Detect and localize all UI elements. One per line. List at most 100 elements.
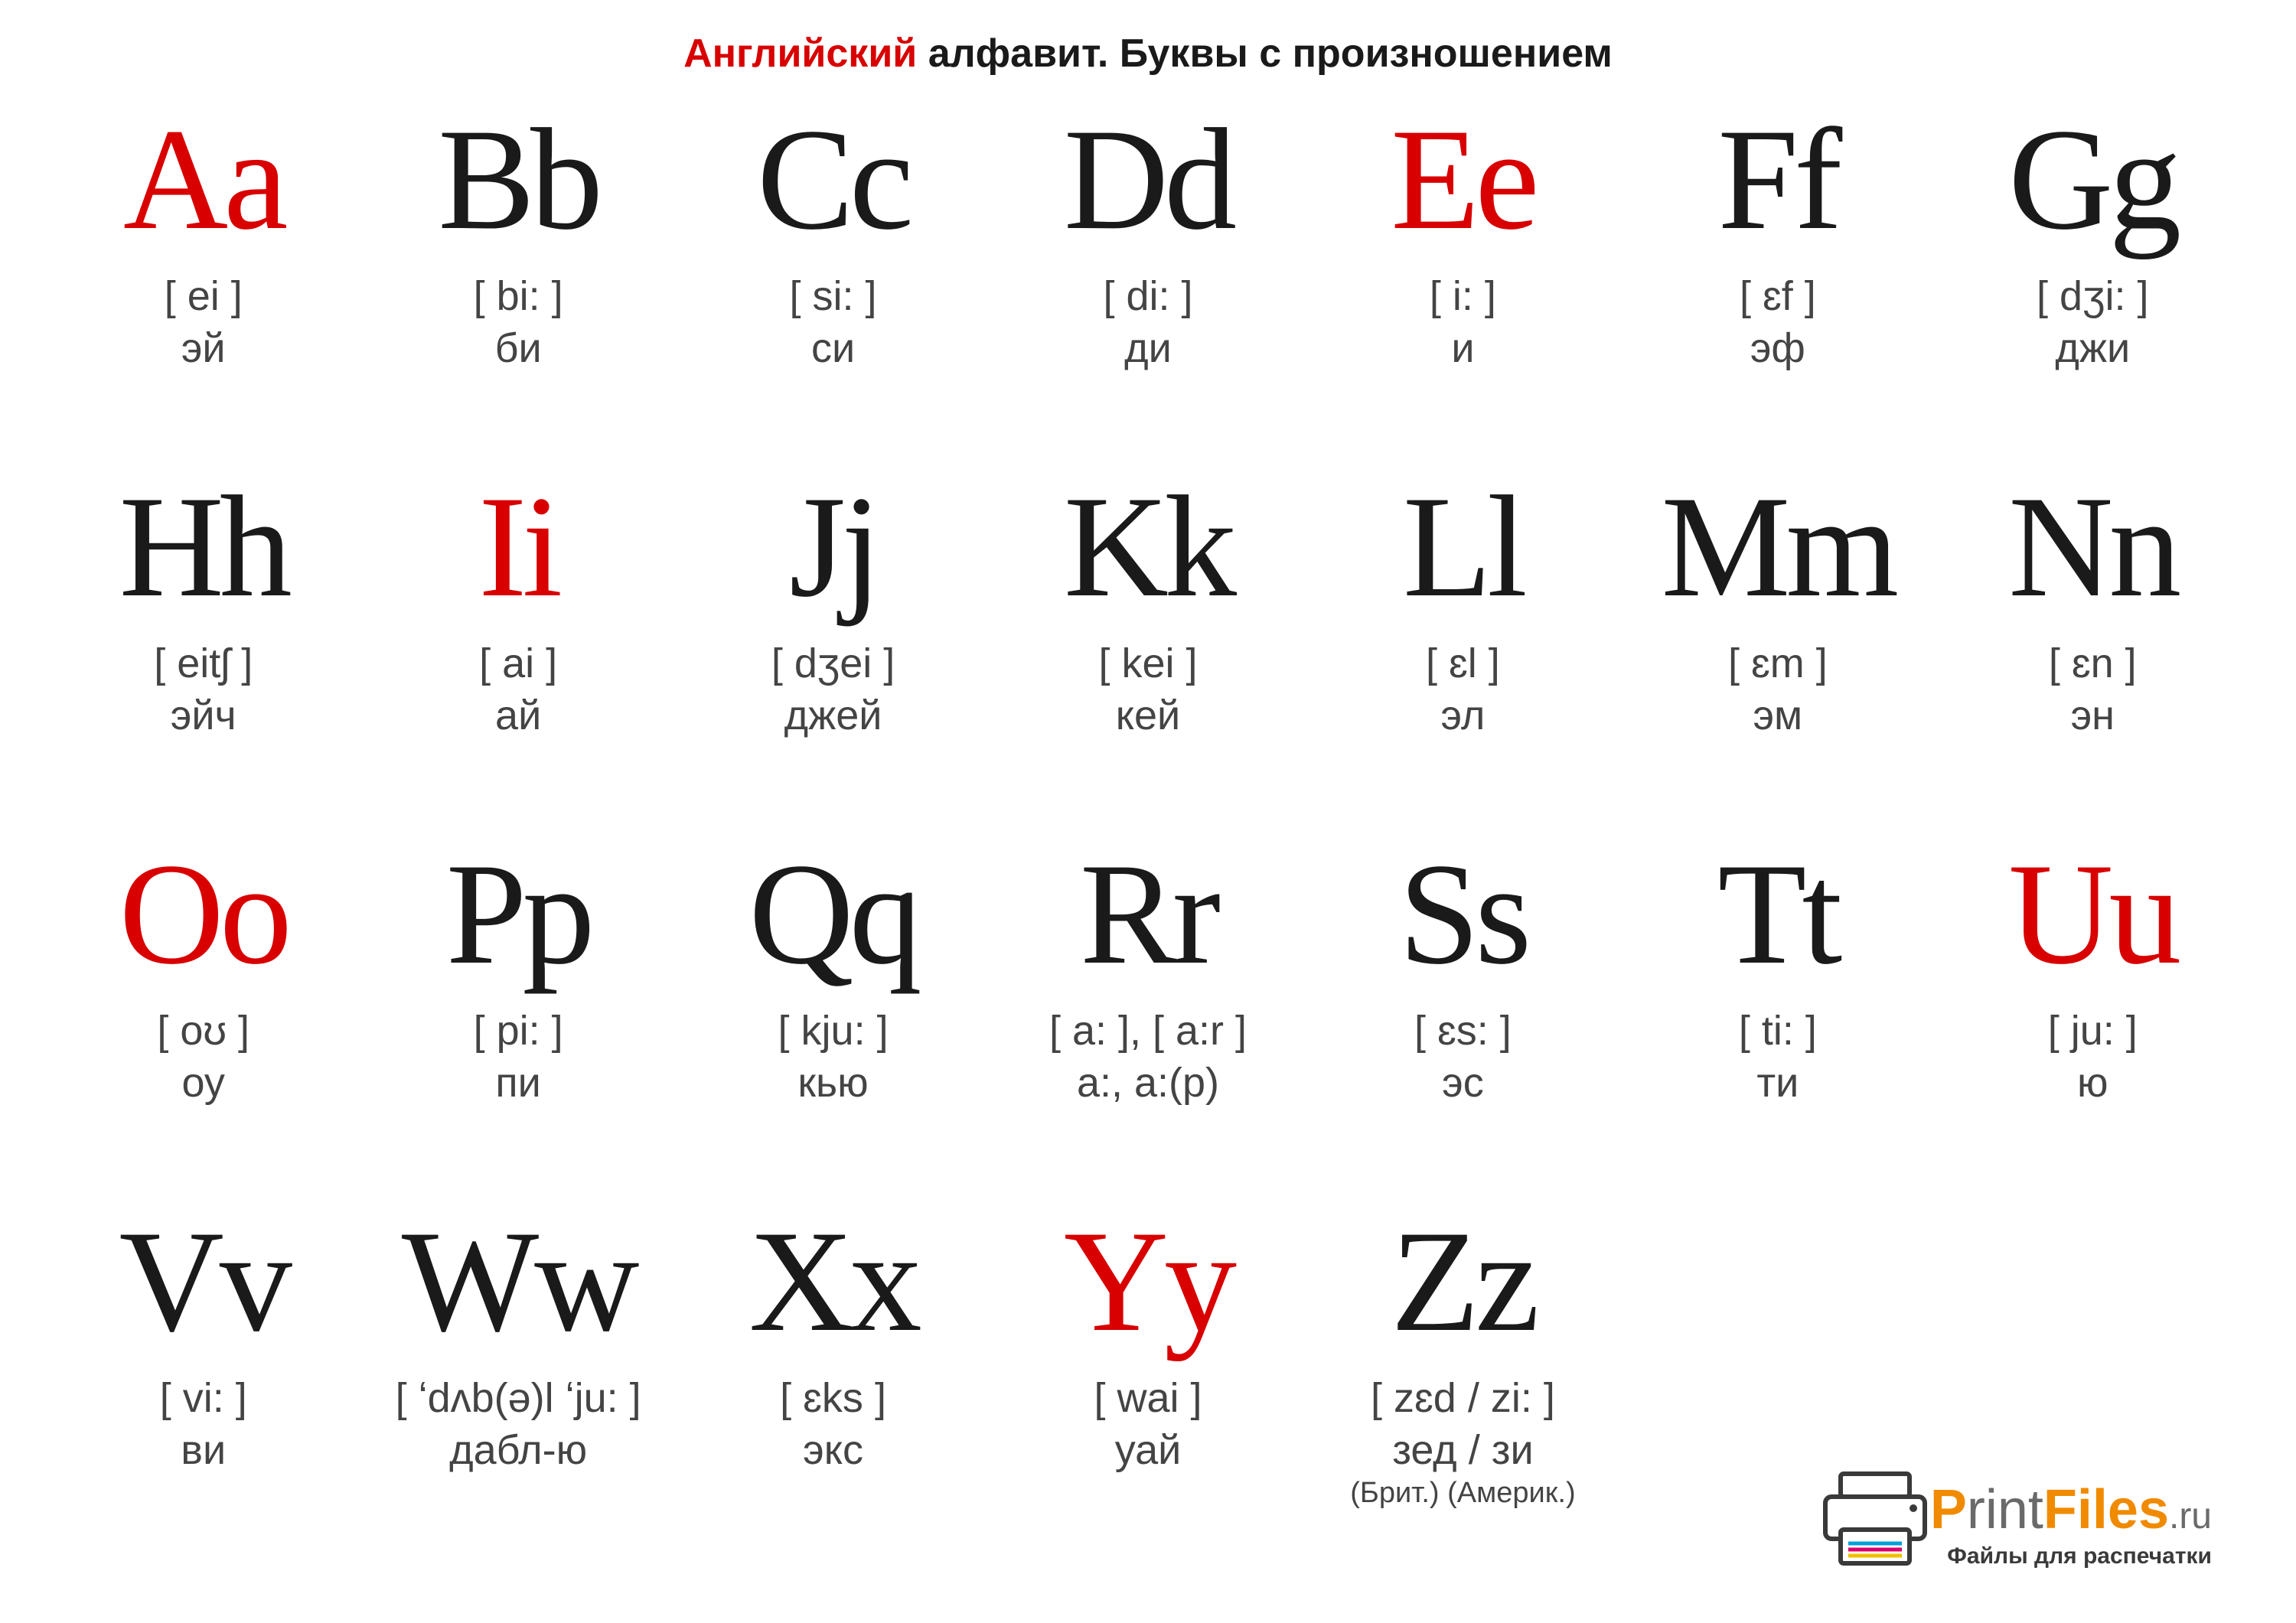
logo-p: P [1930,1479,1967,1540]
ipa-k: [ kei ] [1098,640,1197,687]
rus-s: эс [1442,1059,1484,1106]
rus-h: эйч [171,692,236,739]
title-accent: Английский [683,31,917,76]
letter-cell-h: Hh[ eitʃ ]эйч [46,451,360,819]
ipa-r: [ a: ], [ a:r ] [1049,1007,1247,1054]
letter-cell-p: Pp [ pi: ] пи [360,819,675,1186]
letter-cell-g: Gg [ dʒi: ]джи [1936,84,2250,451]
rus-l: эл [1440,692,1485,739]
ipa-l: [ ɛl ] [1426,640,1500,687]
letter-v: Vv [119,1209,288,1354]
rus-q: кью [797,1059,868,1106]
letter-i: Ii [478,474,558,620]
ipa-z: [ zɛd / zi: ] [1371,1374,1555,1422]
letter-s: Ss [1399,842,1528,987]
rus-m: эм [1753,692,1803,739]
rus-t: ти [1756,1059,1799,1106]
rus-b: би [495,324,542,372]
rus-x: экс [803,1426,863,1474]
letter-w: Ww [402,1209,635,1354]
letter-x: Xx [748,1209,917,1354]
rus-y: уай [1115,1426,1182,1474]
letter-m: Mm [1661,474,1894,620]
letter-q: Qq [748,842,917,987]
rus-u: ю [2077,1059,2108,1106]
alphabet-grid: Aa [ ei ]эй Bb [ bi: ]би Cc [ si: ]си Dd[ di: … [46,84,2250,1553]
letter-cell-e: Ee[ i: ]и [1306,84,1620,451]
page-title: Английский алфавит. Буквы с произношение… [0,0,2296,84]
rus-a: эй [181,324,226,372]
rus-c: си [811,324,855,372]
letter-cell-c: Cc [ si: ]си [676,84,990,451]
letter-y: Yy [1064,1209,1232,1354]
ipa-g: [ dʒi: ] [2037,272,2148,320]
title-rest: алфавит. Буквы с произношением [917,31,1613,76]
letter-cell-v: Vv [ vi: ]ви [46,1186,360,1553]
letter-cell-y: Yy [ wai ]уай [990,1186,1305,1553]
ipa-v: [ vi: ] [160,1374,247,1422]
letter-cell-i: Ii [ ai ] ай [360,451,675,819]
letter-z: Zz [1391,1209,1534,1354]
ipa-e: [ i: ] [1430,272,1496,320]
ipa-j: [ dʒei ] [771,640,895,687]
letter-cell-j: Jj [ dʒei ] джей [676,451,990,819]
rus-r: а:, а:(р) [1077,1059,1219,1106]
letter-f: Ff [1717,107,1838,253]
ipa-a: [ ei ] [165,272,243,320]
ipa-p: [ pi: ] [474,1007,563,1054]
letter-k: Kk [1064,474,1232,620]
letter-o: Oo [119,842,288,987]
letter-cell-w: Ww[ ʻdʌb(ə)l ʻju: ]дабл-ю [360,1186,675,1553]
ipa-c: [ si: ] [790,272,877,320]
letter-l: Ll [1403,474,1523,620]
letter-cell-n: Nn [ ɛn ] эн [1936,451,2250,819]
letter-b: Bb [438,107,598,253]
letter-cell-m: Mm [ ɛm ] эм [1620,451,1935,819]
letter-r: Rr [1080,842,1216,987]
ipa-x: [ ɛks ] [780,1374,886,1422]
letter-cell-a: Aa [ ei ]эй [46,84,360,451]
letter-j: Jj [789,474,877,620]
ipa-i: [ ai ] [479,640,557,687]
letter-g: Gg [2008,107,2177,253]
rus-p: пи [495,1059,540,1106]
ipa-f: [ ɛf ] [1740,272,1816,320]
letter-c: Cc [757,107,909,253]
rus-n: эн [2071,692,2115,739]
letter-cell-k: Kk[ kei ]кей [990,451,1305,819]
ipa-b: [ bi: ] [474,272,563,320]
ipa-y: [ wai ] [1094,1374,1202,1422]
letter-cell-d: Dd[ di: ]ди [990,84,1305,451]
letter-cell-o: Oo[ oʊ ]оу [46,819,360,1186]
letter-u: Uu [2008,842,2177,987]
rus-f: эф [1750,324,1805,372]
rus-i: ай [495,692,541,739]
letter-a: Aa [123,107,284,253]
rus-o: оу [181,1059,224,1106]
rus-g: джи [2055,324,2130,372]
ipa-u: [ ju: ] [2048,1007,2138,1054]
letter-cell-z: Zz[ zɛd / zi: ]зед / зи(Брит.) (Америк.) [1306,1186,1620,1553]
letter-h: Hh [119,474,288,620]
letter-cell-f: Ff [ ɛf ]эф [1620,84,1935,451]
letter-cell-u: Uu [ ju: ] ю [1936,819,2250,1186]
ipa-m: [ ɛm ] [1728,640,1828,687]
letter-cell-b: Bb [ bi: ]би [360,84,675,451]
logo-rint: rint [1967,1479,2043,1540]
letter-p: Pp [446,842,591,987]
logo-subtitle: Файлы для распечатки [1930,1543,2212,1569]
letter-cell-r: Rr [ a: ], [ a:r ] а:, а:(р) [990,819,1305,1186]
ipa-t: [ ti: ] [1739,1007,1817,1054]
rus-v: ви [181,1426,226,1474]
rus-e: и [1451,324,1474,372]
printer-icon [1814,1470,1936,1569]
logo-text: PrintFiles.ru [1930,1482,2212,1537]
ipa-s: [ ɛs: ] [1414,1007,1512,1054]
letter-cell-x: Xx [ ɛks ]экс [676,1186,990,1553]
ipa-n: [ ɛn ] [2049,640,2137,687]
rus-d: ди [1124,324,1172,372]
ipa-d: [ di: ] [1103,272,1192,320]
rus-j: джей [784,692,882,739]
letter-n: Nn [2008,474,2177,620]
note-z: (Брит.) (Америк.) [1350,1477,1575,1510]
